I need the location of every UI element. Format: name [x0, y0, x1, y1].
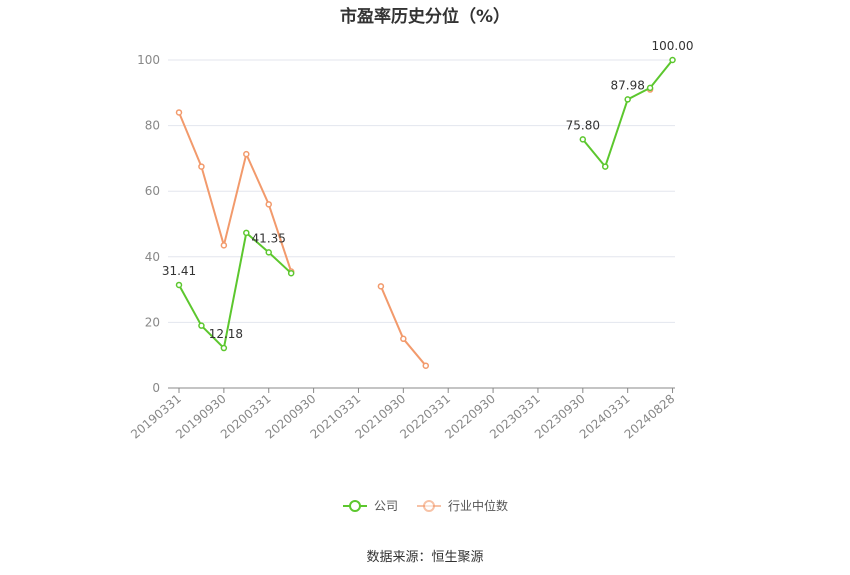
y-tick-label: 20: [145, 315, 160, 329]
axes: 0204060801002019033120190930202003312020…: [128, 53, 677, 442]
data-point: [265, 249, 272, 256]
data-point: [669, 56, 676, 64]
data-label: 87.98: [610, 78, 644, 92]
data-point: [198, 322, 205, 329]
data-point: [646, 84, 654, 92]
data-point: [422, 362, 430, 369]
x-tick-label: 20240828: [622, 392, 678, 442]
data-point: [601, 163, 609, 170]
data-label: 41.35: [252, 231, 286, 245]
legend-marker-company: [342, 499, 367, 512]
data-point: [287, 269, 295, 277]
y-tick-label: 80: [145, 119, 160, 133]
legend: 公司 行业中位数: [0, 497, 850, 514]
data-point: [377, 283, 385, 290]
series-company: [175, 56, 676, 352]
y-tick-label: 40: [145, 250, 160, 264]
chart-title: 市盈率历史分位（%）: [339, 7, 511, 27]
legend-item-company[interactable]: 公司: [342, 497, 398, 514]
data-label: 75.80: [566, 118, 600, 132]
legend-marker-industry-median: [417, 499, 441, 512]
data-point: [400, 335, 407, 343]
series-line: [379, 285, 427, 367]
grid-lines: [168, 59, 675, 323]
data-point: [265, 201, 272, 208]
series-lines: [175, 56, 676, 369]
legend-label-company: 公司: [373, 499, 398, 513]
legend-label-industry-median: 行业中位数: [448, 499, 509, 513]
y-tick-label: 0: [152, 381, 160, 395]
data-point: [220, 344, 228, 352]
data-point: [198, 163, 205, 170]
data-label: 12.18: [209, 327, 243, 341]
y-tick-label: 60: [145, 184, 160, 198]
data-label: 31.41: [162, 264, 196, 278]
series-line: [582, 59, 674, 168]
data-point: [175, 109, 183, 116]
data-point: [579, 136, 587, 143]
data-source: 数据来源：恒生聚源: [366, 550, 484, 565]
legend-item-industry-median[interactable]: 行业中位数: [416, 497, 508, 514]
data-point: [624, 96, 631, 103]
data-label: 100.00: [652, 39, 694, 53]
y-tick-label: 100: [137, 53, 160, 67]
data-point: [175, 281, 183, 289]
data-point: [243, 150, 250, 158]
data-point: [220, 242, 228, 249]
data-labels: 31.41 12.18 41.35 75.80 87.98 100.00: [162, 39, 694, 341]
series-line: [178, 231, 292, 350]
data-point: [243, 229, 250, 237]
series-line: [178, 112, 293, 272]
